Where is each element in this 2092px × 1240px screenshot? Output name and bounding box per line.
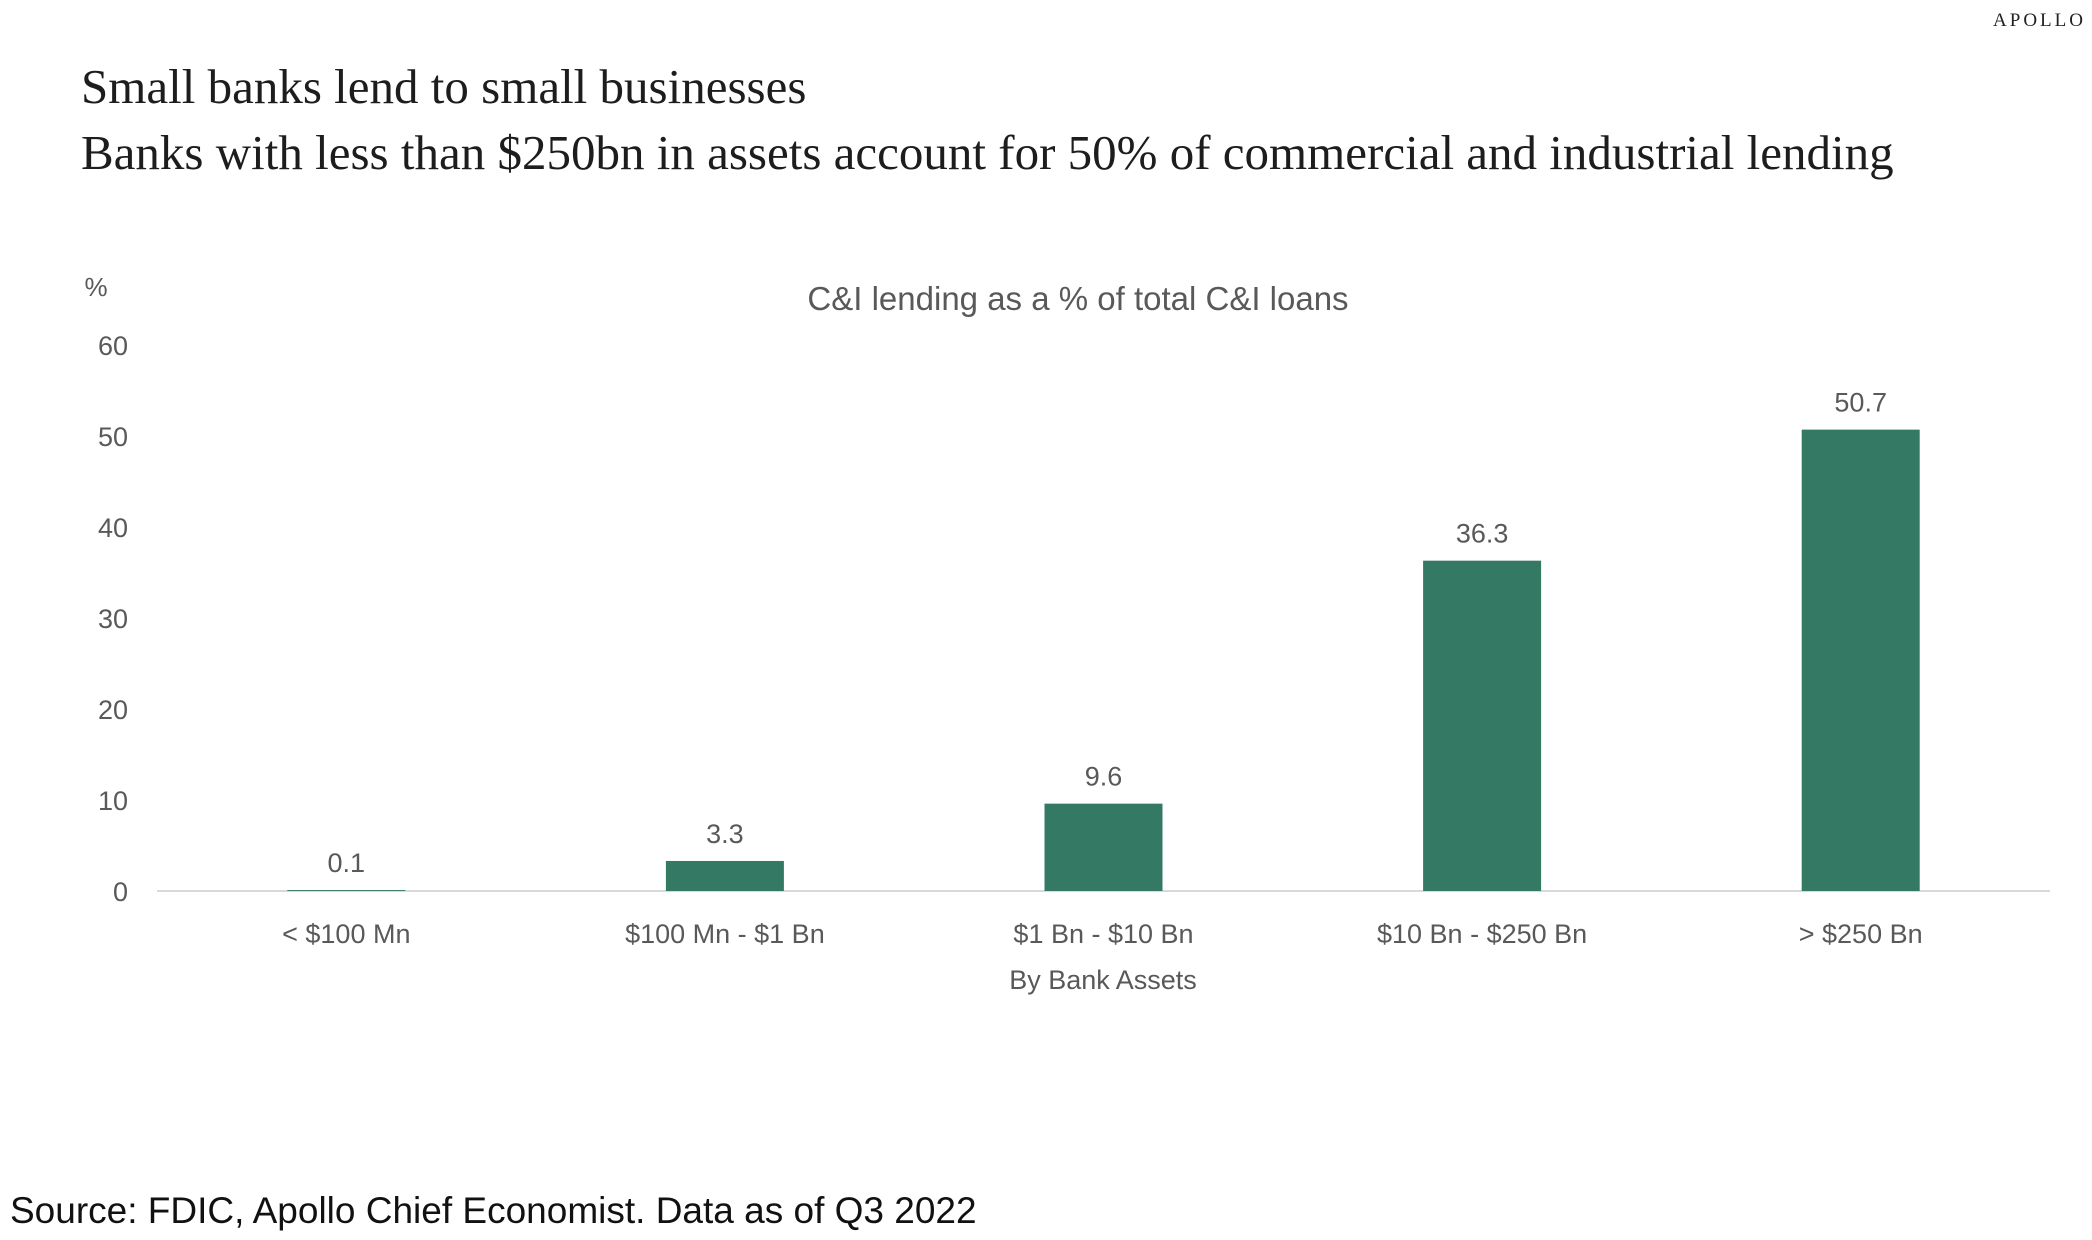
bar — [1423, 560, 1542, 891]
bar — [1044, 803, 1163, 891]
y-axis-label: % — [84, 272, 107, 302]
bar-value-label: 50.7 — [1834, 388, 1887, 418]
bar — [287, 890, 406, 891]
x-tick-label: $100 Mn - $1 Bn — [625, 919, 825, 949]
bar-value-label: 0.1 — [328, 848, 366, 878]
x-axis-label: By Bank Assets — [1009, 965, 1197, 995]
brand-logo: APOLLO — [1993, 10, 2086, 31]
y-tick-label: 20 — [98, 695, 128, 725]
bar — [665, 860, 784, 891]
bar-data-labels: 0.1 3.3 9.6 36.3 50.7 — [328, 388, 1887, 878]
bar-value-label: 3.3 — [706, 819, 744, 849]
y-tick-label: 0 — [113, 877, 128, 907]
bar-value-label: 9.6 — [1085, 762, 1123, 792]
x-tick-label: > $250 Bn — [1799, 919, 1923, 949]
y-tick-label: 10 — [98, 786, 128, 816]
page-subtitle: Banks with less than $250bn in assets ac… — [81, 125, 1894, 180]
chart-title: C&I lending as a % of total C&I loans — [807, 280, 1348, 317]
x-tick-label: < $100 Mn — [282, 919, 410, 949]
x-axis-ticks: < $100 Mn $100 Mn - $1 Bn $1 Bn - $10 Bn $1… — [282, 919, 1923, 949]
page-title: Small banks lend to small businesses — [81, 59, 807, 114]
x-tick-label: $1 Bn - $10 Bn — [1013, 919, 1193, 949]
x-tick-label: $10 Bn - $250 Bn — [1377, 919, 1587, 949]
y-tick-label: 60 — [98, 331, 128, 361]
y-tick-label: 30 — [98, 604, 128, 634]
y-axis-ticks: 0 10 20 30 40 50 60 — [98, 331, 128, 907]
bar — [1801, 429, 1920, 891]
bar-series — [287, 429, 1920, 891]
source-note: Source: FDIC, Apollo Chief Economist. Da… — [10, 1190, 977, 1231]
bar-value-label: 36.3 — [1456, 519, 1509, 549]
bar-chart: C&I lending as a % of total C&I loans % … — [84, 272, 2050, 995]
y-tick-label: 50 — [98, 422, 128, 452]
y-tick-label: 40 — [98, 513, 128, 543]
